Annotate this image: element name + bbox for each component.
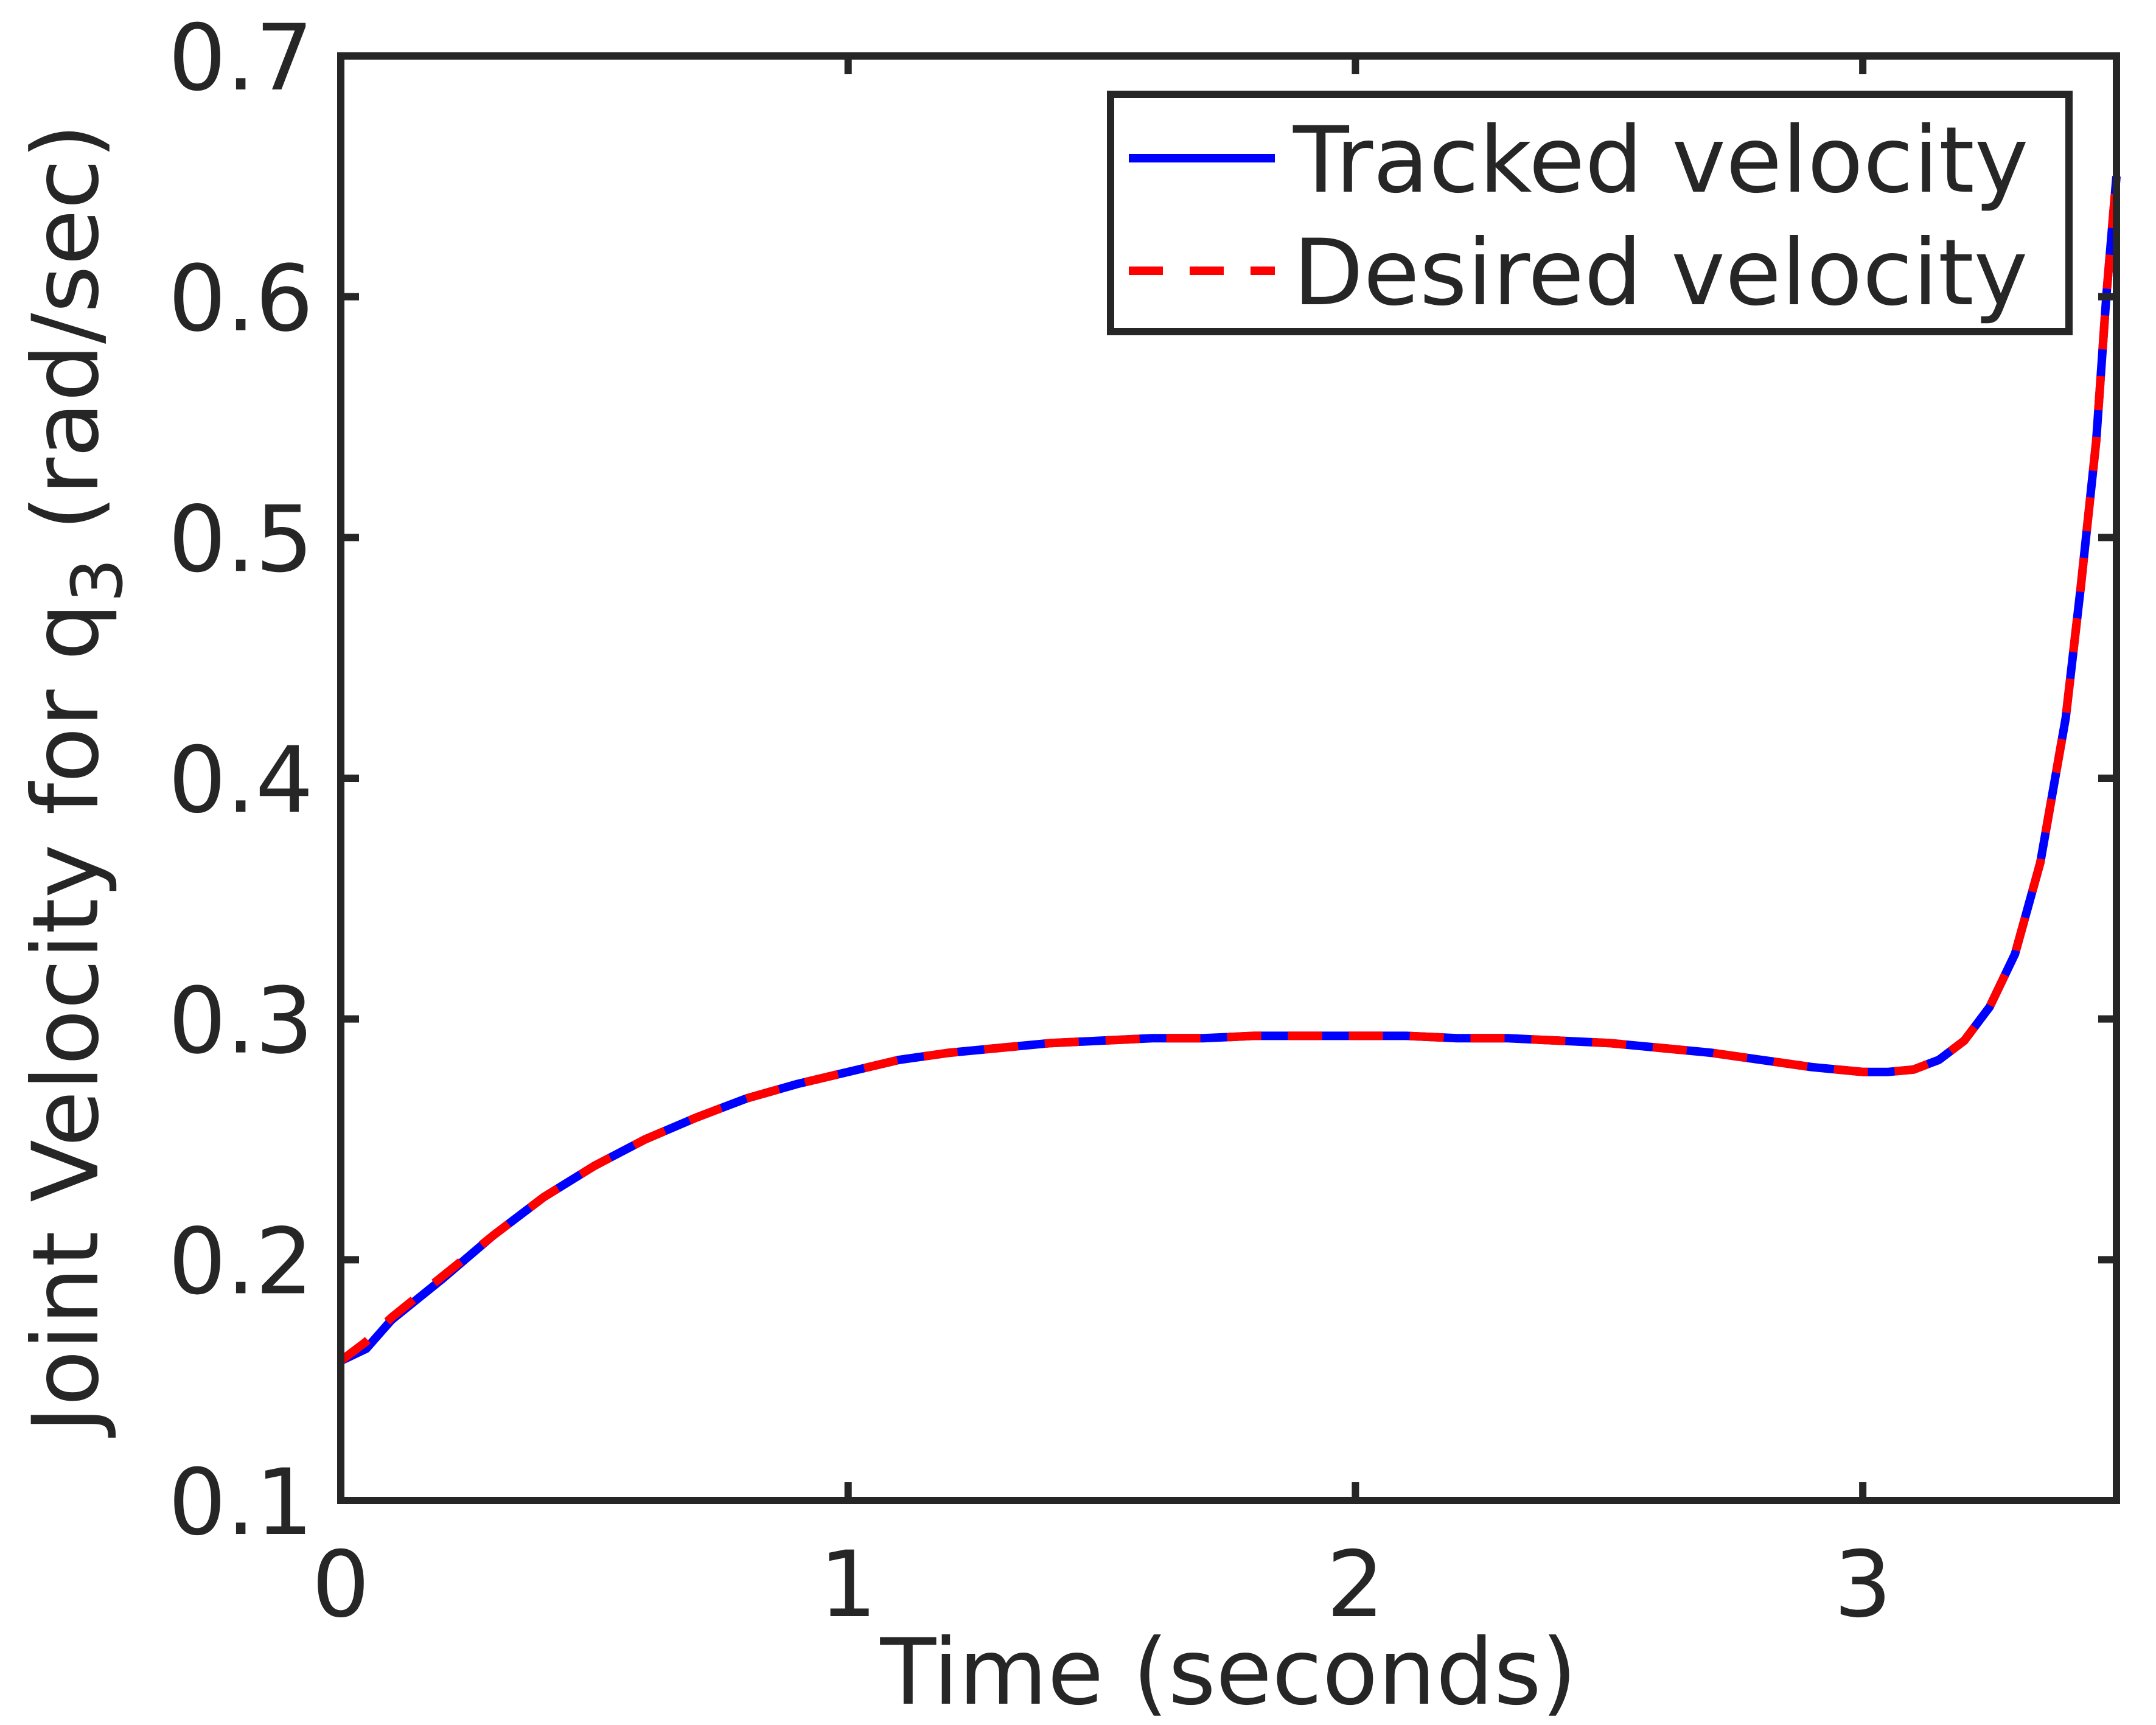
- series-line-desired: [338, 176, 2121, 1365]
- y-tick-label: 0.7: [168, 5, 313, 111]
- legend: Tracked velocity Desired velocity: [1107, 91, 2073, 335]
- y-tick-label: 0.4: [168, 728, 313, 834]
- x-tick-label: 1: [819, 1532, 877, 1638]
- legend-label-tracked: Tracked velocity: [1293, 108, 2029, 214]
- x-axis-label: Time (seconds): [880, 1620, 1577, 1725]
- y-tick-label: 0.2: [168, 1209, 313, 1315]
- y-tick-label: 0.1: [168, 1450, 313, 1556]
- y-axis-label-main: Joint Velocity for q: [13, 602, 119, 1438]
- x-tick-label: 3: [1833, 1532, 1891, 1638]
- y-tick-label: 0.3: [168, 969, 313, 1075]
- x-tick-label: 0: [312, 1532, 369, 1638]
- y-axis-label-subscript: 3: [57, 558, 139, 602]
- y-axis-label-unit: (rad/sec): [13, 124, 119, 531]
- axis-ticks: 0 1 2 3 0.1 0.2 0.3 0.4 0.5 0.6 0.7: [168, 5, 2116, 1638]
- y-tick-label: 0.6: [168, 246, 313, 352]
- y-tick-label: 0.5: [168, 487, 313, 593]
- legend-label-desired: Desired velocity: [1293, 220, 2028, 326]
- y-axis-label: Joint Velocity for q3 (rad/sec): [13, 124, 139, 1438]
- legend-box: [1107, 91, 2073, 335]
- series-lines: [338, 176, 2121, 1365]
- x-tick-label: 2: [1327, 1532, 1384, 1638]
